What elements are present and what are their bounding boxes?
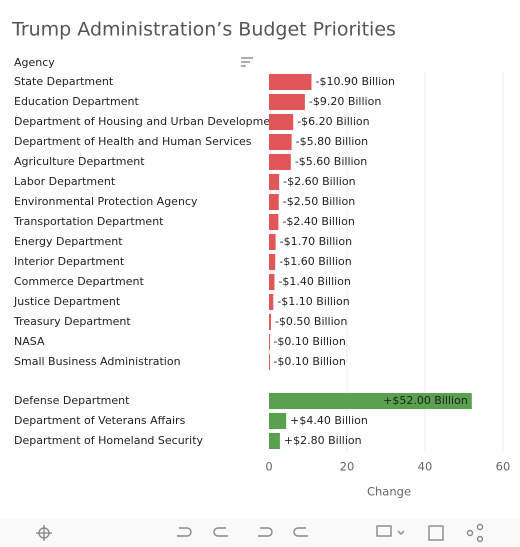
category-label: Department of Veterans Affairs [14, 414, 186, 427]
chart-title: Trump Administration’s Budget Priorities [11, 19, 396, 41]
value-label: -$5.80 Billion [296, 135, 368, 148]
bar [269, 254, 276, 270]
value-label: -$1.60 Billion [279, 255, 351, 268]
x-axis-title: Change [367, 485, 411, 499]
toolbar-icons[interactable] [36, 523, 484, 543]
bar [269, 354, 270, 370]
value-label: -$1.70 Billion [280, 235, 352, 248]
value-label: -$10.90 Billion [316, 75, 395, 88]
category-label: Department of Housing and Urban Developm… [14, 115, 282, 128]
value-label: -$2.40 Billion [282, 215, 354, 228]
category-label: Department of Health and Human Services [14, 135, 252, 148]
bar [269, 433, 280, 449]
value-label: -$0.50 Billion [275, 315, 347, 328]
category-label: NASA [14, 335, 45, 348]
bar [269, 114, 294, 130]
category-label: Defense Department [14, 394, 130, 407]
bar [269, 413, 287, 429]
x-tick-label: 60 [496, 460, 511, 474]
value-label: +$2.80 Billion [284, 434, 362, 447]
bar [269, 294, 274, 310]
bar [269, 174, 280, 190]
value-label: +$4.40 Billion [290, 414, 368, 427]
category-label: Energy Department [14, 235, 123, 248]
category-label: State Department [14, 75, 114, 88]
bar [269, 214, 279, 230]
value-label: -$6.20 Billion [297, 115, 369, 128]
category-label: Labor Department [14, 175, 116, 188]
value-label: -$2.60 Billion [283, 175, 355, 188]
category-label: Education Department [14, 95, 140, 108]
bar [269, 274, 275, 290]
value-label: -$1.40 Billion [278, 275, 350, 288]
category-label: Justice Department [13, 295, 121, 308]
category-label: Treasury Department [13, 315, 131, 328]
category-label: Small Business Administration [14, 355, 181, 368]
category-label: Department of Homeland Security [14, 434, 204, 447]
bar [269, 234, 276, 250]
bar [269, 194, 279, 210]
value-label: -$5.60 Billion [295, 155, 367, 168]
bar [269, 154, 291, 170]
column-header: Agency [14, 56, 55, 69]
x-tick-label: 40 [418, 460, 433, 474]
bar [269, 74, 312, 90]
bar [269, 393, 472, 409]
category-label: Agriculture Department [14, 155, 145, 168]
value-label: -$2.50 Billion [283, 195, 355, 208]
toolbar [0, 519, 520, 547]
value-label: -$0.10 Billion [273, 355, 345, 368]
bar [269, 314, 271, 330]
category-label: Commerce Department [14, 275, 144, 288]
category-label: Interior Department [14, 255, 125, 268]
value-label: +$52.00 Billion [383, 394, 468, 407]
sort-icon[interactable] [241, 57, 253, 67]
bar [269, 134, 292, 150]
bar [269, 94, 305, 110]
value-label: -$1.10 Billion [277, 295, 349, 308]
bar [269, 334, 270, 350]
category-label: Transportation Department [13, 215, 164, 228]
x-tick-label: 20 [340, 460, 355, 474]
value-label: -$0.10 Billion [273, 335, 345, 348]
category-label: Environmental Protection Agency [14, 195, 198, 208]
x-tick-label: 0 [265, 460, 272, 474]
value-label: -$9.20 Billion [309, 95, 381, 108]
